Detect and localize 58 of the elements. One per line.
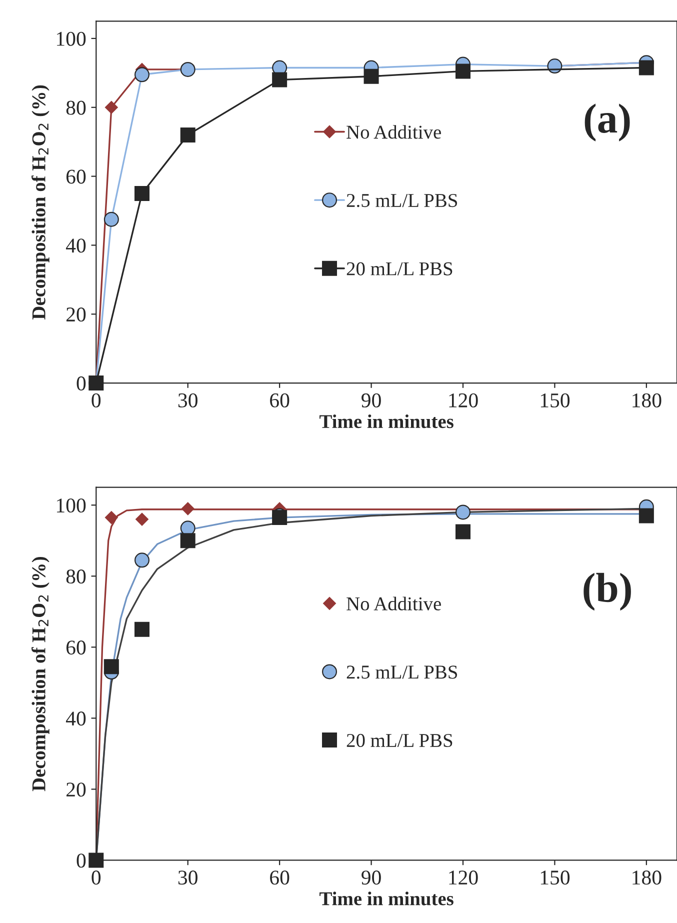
point xyxy=(136,512,148,526)
x-axis-title: Time in minutes xyxy=(320,414,454,428)
y-tick-label: 0 xyxy=(76,854,86,868)
annotation: (b) xyxy=(584,572,631,611)
x-axis-title: Time in minutes xyxy=(320,892,454,906)
point xyxy=(104,659,119,674)
x-tick-label: 90 xyxy=(362,393,381,408)
x-tick-label: 60 xyxy=(270,870,290,885)
y-tick-label: 80 xyxy=(66,570,86,584)
point xyxy=(88,852,104,868)
x-tick-label: 90 xyxy=(362,870,381,885)
y-tick-label: 40 xyxy=(66,238,86,253)
point xyxy=(134,186,150,202)
point xyxy=(134,67,150,82)
legend-label: No Additive xyxy=(346,125,441,139)
point xyxy=(638,508,654,524)
y-tick-label: 0 xyxy=(76,376,86,390)
x-tick-label: 150 xyxy=(540,393,570,408)
x-tick-label: 60 xyxy=(270,393,290,408)
point xyxy=(181,502,194,516)
point xyxy=(364,68,379,84)
y-tick-label: 40 xyxy=(66,712,86,726)
y-tick-label: 60 xyxy=(66,170,86,184)
x-tick-label: 150 xyxy=(540,870,570,885)
x-tick-label: 30 xyxy=(178,393,198,408)
y-tick-label: 60 xyxy=(66,640,86,655)
legend-label: 2.5 mL/L PBS xyxy=(346,194,458,208)
y-tick-label: 20 xyxy=(66,308,86,322)
x-tick-label: 180 xyxy=(632,393,662,408)
point xyxy=(134,622,150,637)
point xyxy=(456,64,470,79)
legend-label: No Additive xyxy=(346,596,441,610)
x-tick-label: 0 xyxy=(92,870,101,885)
legend-label: 20 mL/L PBS xyxy=(346,734,452,748)
point xyxy=(134,552,150,568)
point xyxy=(456,504,470,520)
y-tick-label: 80 xyxy=(66,100,86,115)
x-tick-label: 120 xyxy=(449,870,478,885)
y-tick-label: 100 xyxy=(56,498,86,513)
point xyxy=(104,511,118,524)
x-tick-label: 30 xyxy=(178,870,198,885)
y-tick-label: 20 xyxy=(66,782,86,797)
legend-label: 20 mL/L PBS xyxy=(346,262,452,276)
point xyxy=(104,100,118,114)
y-tick-label: 100 xyxy=(56,32,86,46)
point xyxy=(456,524,470,540)
y-axis-title: Decomposition of H$_{2}$O$_{2}$ (%) xyxy=(32,85,50,320)
y-axis-title: Decomposition of H$_{2}$O$_{2}$ (%) xyxy=(32,557,50,792)
legend-label: 2.5 mL/L PBS xyxy=(346,666,458,679)
point xyxy=(180,127,196,142)
x-tick-label: 120 xyxy=(449,393,478,408)
x-tick-label: 0 xyxy=(92,393,101,408)
point xyxy=(272,72,288,88)
annotation: (a) xyxy=(584,104,630,142)
point xyxy=(638,60,654,76)
x-tick-label: 180 xyxy=(632,870,662,885)
point xyxy=(104,212,119,227)
point xyxy=(180,533,196,548)
